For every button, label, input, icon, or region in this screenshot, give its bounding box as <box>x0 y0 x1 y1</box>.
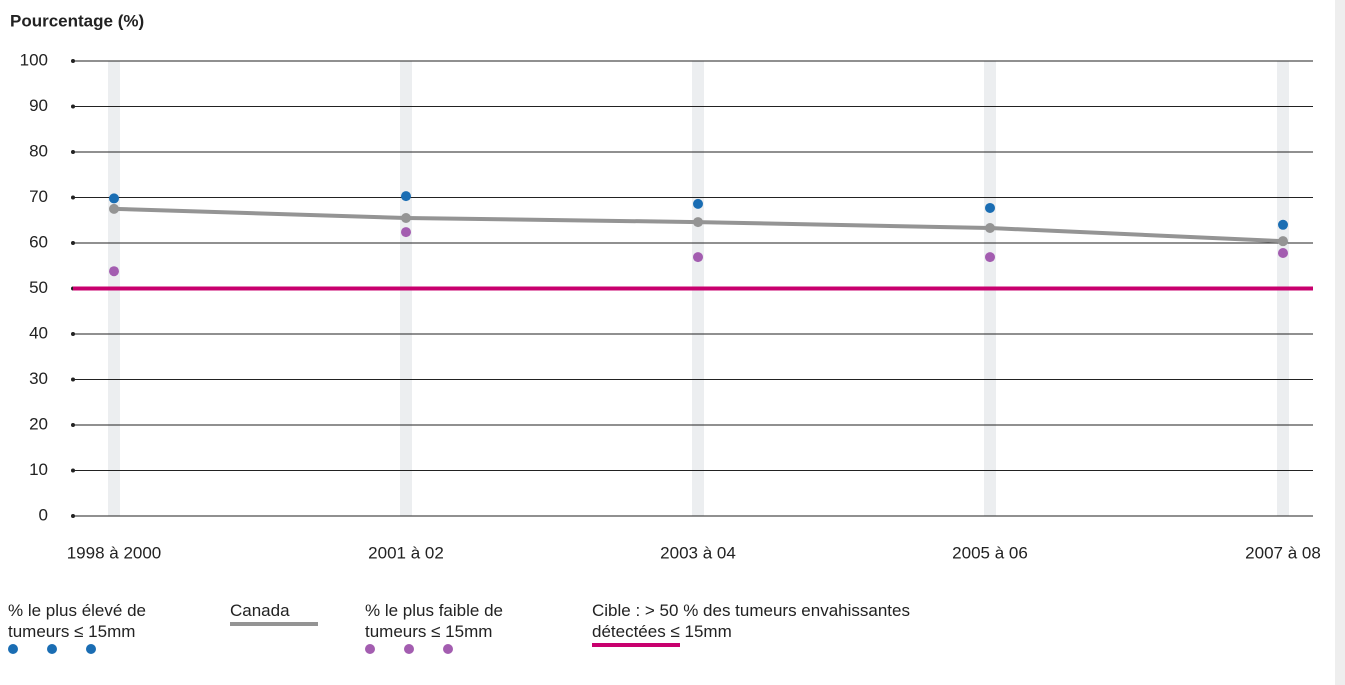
point <box>109 203 119 214</box>
tick-dot <box>71 241 75 245</box>
tick-dot <box>71 150 75 154</box>
y-tick-label: 90 <box>29 96 48 115</box>
y-tick-label: 70 <box>29 187 48 206</box>
legend-label: % le plus élevé de tumeurs ≤ 15mm <box>8 601 146 641</box>
x-tick-label: 1998 à 2000 <box>67 543 162 562</box>
legend-label: % le plus faible de tumeurs ≤ 15mm <box>365 601 503 641</box>
y-tick-label: 80 <box>29 141 48 160</box>
point <box>401 227 411 238</box>
point <box>693 252 703 263</box>
y-tick-label: 0 <box>39 505 48 524</box>
point <box>1278 236 1288 247</box>
point <box>985 222 995 233</box>
y-tick-label: 30 <box>29 369 48 388</box>
x-tick-label: 2007 à 08 <box>1245 543 1321 562</box>
point <box>109 193 119 204</box>
y-tick-label: 100 <box>20 50 48 69</box>
point <box>109 266 119 277</box>
x-tick-label: 2003 à 04 <box>660 543 736 562</box>
y-tick-label: 20 <box>29 414 48 433</box>
tick-dot <box>71 468 75 473</box>
tick-dot <box>71 332 75 336</box>
point <box>1278 248 1288 259</box>
tick-dot <box>71 195 75 200</box>
legend-label: Cible : > 50 % des tumeurs envahissantes… <box>592 601 910 641</box>
x-tick-label: 2005 à 06 <box>952 543 1028 562</box>
y-tick-label: 50 <box>29 278 48 297</box>
point <box>401 191 411 202</box>
point <box>693 198 703 209</box>
legend-label: Canada <box>230 601 290 620</box>
legend-swatch <box>8 644 18 654</box>
legend-swatch <box>86 644 96 654</box>
legend-swatch <box>47 644 57 654</box>
tick-dot <box>71 104 75 109</box>
y-tick-label: 10 <box>29 460 48 479</box>
side-strip <box>1335 0 1345 685</box>
y-axis-title: Pourcentage (%) <box>10 11 144 30</box>
y-tick-label: 40 <box>29 323 48 342</box>
tick-dot <box>71 59 75 63</box>
x-tick-label: 2001 à 02 <box>368 543 444 562</box>
y-tick-label: 60 <box>29 232 48 251</box>
tick-dot <box>71 423 75 427</box>
point <box>401 212 411 223</box>
point <box>1278 219 1288 230</box>
legend-swatch <box>404 644 414 654</box>
legend-swatch <box>443 644 453 654</box>
tick-dot <box>71 377 75 382</box>
tick-dot <box>71 514 75 518</box>
point <box>985 252 995 263</box>
legend-swatch <box>365 644 375 654</box>
point <box>985 202 995 213</box>
point <box>693 217 703 228</box>
